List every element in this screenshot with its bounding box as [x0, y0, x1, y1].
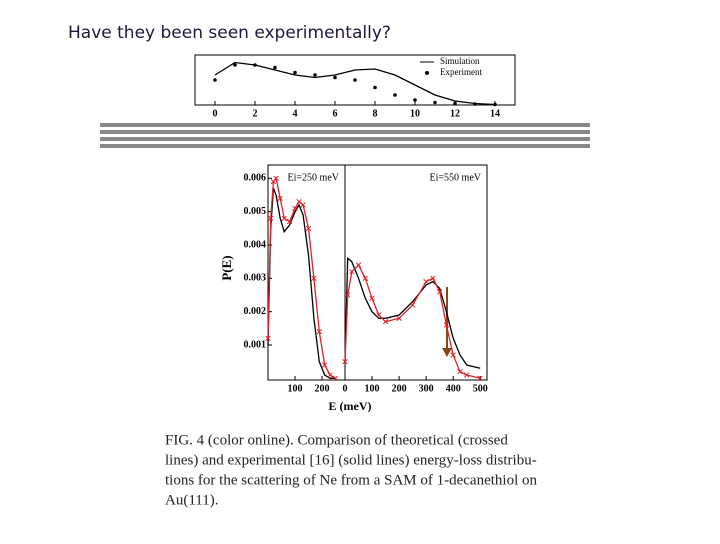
- x-tick-label: 200: [315, 383, 330, 394]
- series-line: [214, 61, 496, 106]
- data-point: [453, 101, 457, 106]
- series-line: [345, 265, 480, 378]
- x-tick-label: 300: [419, 383, 434, 394]
- y-tick-label: 0.006: [244, 173, 267, 184]
- x-axis-label: E (meV): [329, 399, 372, 413]
- series-line: [267, 188, 336, 379]
- x-tick-label: 500: [473, 383, 488, 394]
- x-tick-label: 4: [293, 108, 298, 119]
- data-point: [393, 93, 397, 97]
- data-point: [433, 100, 437, 105]
- data-point: [413, 98, 417, 102]
- series-line: [344, 256, 481, 369]
- data-point: [373, 85, 377, 90]
- data-point: [213, 78, 217, 82]
- plot-frame: [194, 54, 516, 106]
- data-point: [473, 102, 477, 106]
- x-tick-label: 12: [450, 108, 460, 119]
- data-point: [253, 63, 257, 67]
- legend-swatch: [425, 71, 429, 75]
- annotation: Ei=250 meV: [288, 172, 340, 183]
- x-tick-label: 2: [253, 108, 258, 119]
- caption-line: Au(111).: [165, 492, 218, 508]
- data-point: [233, 63, 237, 67]
- x-tick-label: 0: [343, 383, 348, 394]
- y-axis-label: P(E): [219, 255, 234, 280]
- data-point: [293, 70, 297, 75]
- series-line: [268, 178, 336, 378]
- y-tick-label: 0.003: [244, 273, 267, 284]
- x-tick-label: 10: [410, 108, 420, 119]
- data-point: [353, 78, 357, 82]
- caption-line: FIG. 4 (color online). Comparison of the…: [165, 432, 508, 448]
- caption-line: lines) and experimental [16] (solid line…: [165, 452, 537, 468]
- y-tick-label: 0.002: [244, 306, 267, 317]
- arrow-head: [442, 348, 452, 357]
- x-tick-label: 400: [446, 383, 461, 394]
- x-tick-label: 6: [333, 108, 338, 119]
- x-tick-label: 14: [490, 108, 500, 119]
- legend-label: Experiment: [440, 67, 482, 77]
- legend-label: Simulation: [440, 56, 480, 66]
- data-point: [333, 75, 337, 80]
- plot-frame: [344, 164, 488, 381]
- y-tick-label: 0.005: [244, 206, 267, 217]
- x-tick-label: 200: [392, 383, 407, 394]
- x-tick-label: 0: [213, 108, 218, 119]
- data-point: [313, 73, 317, 77]
- blurred-caption: [100, 123, 590, 148]
- data-point: [493, 102, 497, 107]
- annotation: Ei=550 meV: [430, 172, 482, 183]
- caption-line: tions for the scattering of Ne from a SA…: [165, 472, 537, 488]
- y-tick-label: 0.004: [244, 239, 267, 250]
- x-tick-label: 8: [373, 108, 378, 119]
- figure-caption: FIG. 4 (color online). Comparison of the…: [165, 432, 537, 508]
- y-tick-label: 0.001: [244, 339, 267, 350]
- slide-title: Have they been seen experimentally?: [68, 23, 391, 43]
- x-tick-label: 100: [288, 383, 303, 394]
- data-point: [273, 65, 277, 70]
- x-tick-label: 100: [365, 383, 380, 394]
